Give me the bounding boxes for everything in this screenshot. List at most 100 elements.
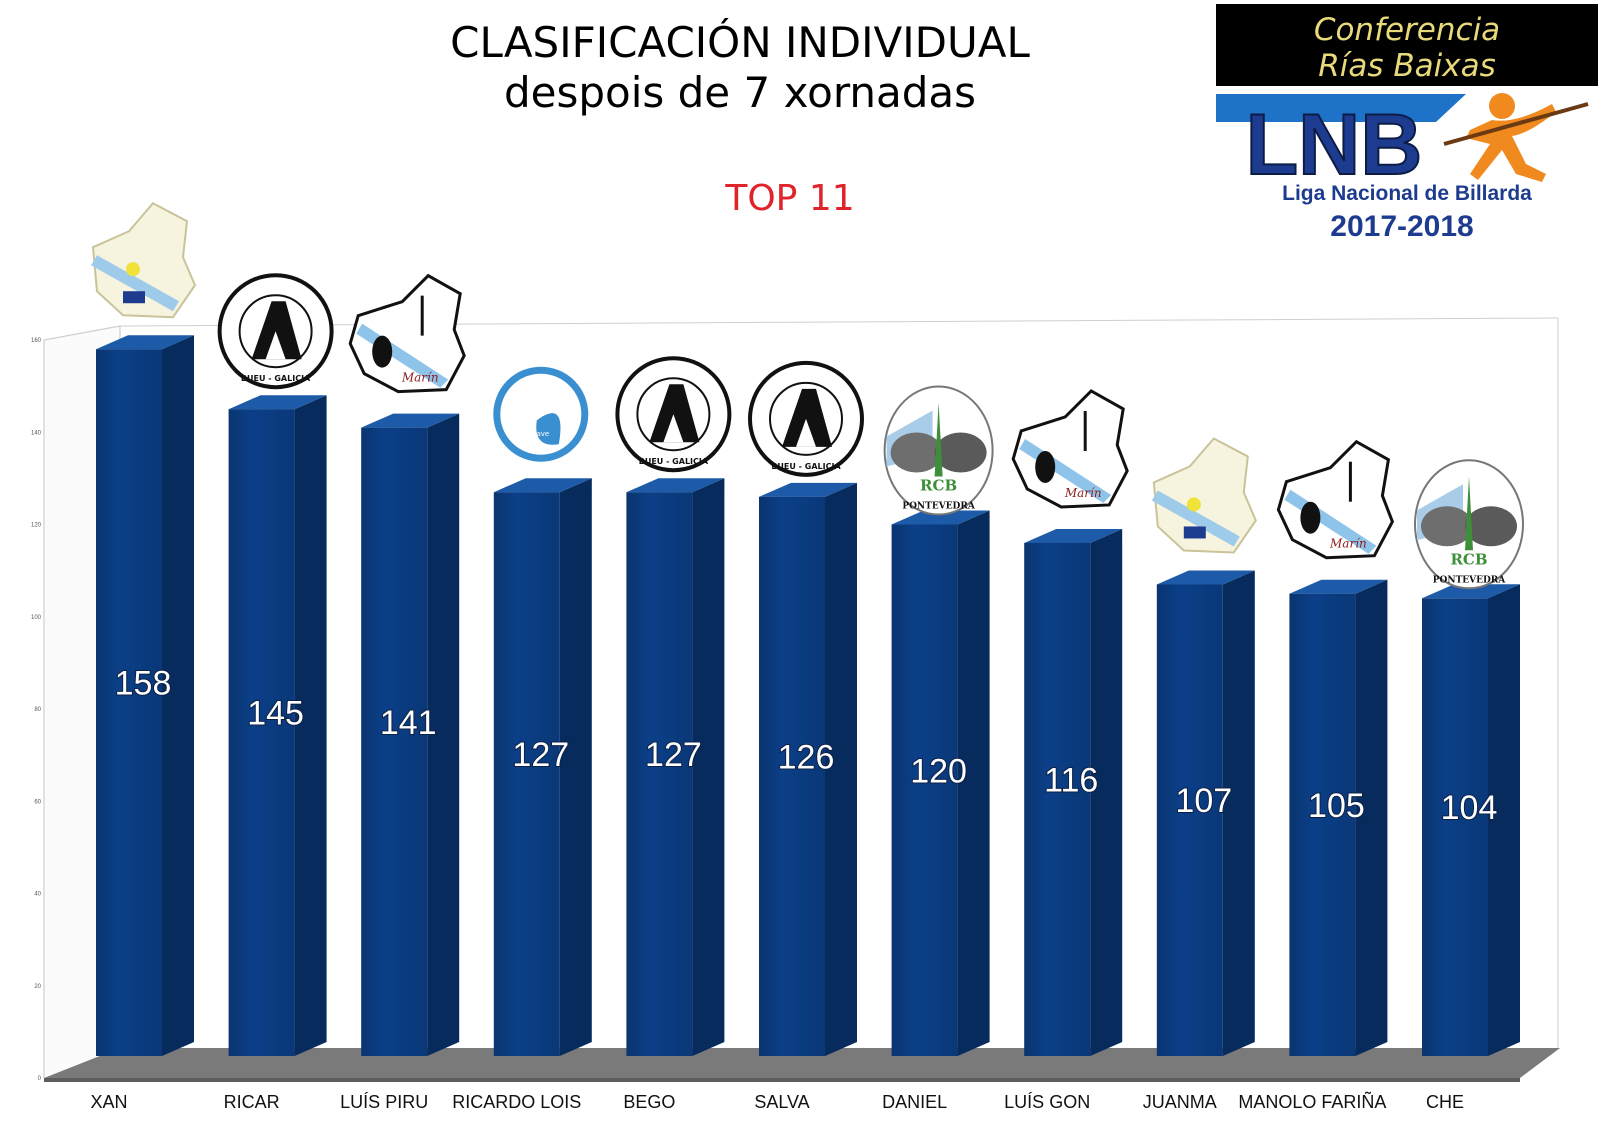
bar-1: 158: [96, 335, 194, 1057]
x-category-label: JUANMA: [1143, 1092, 1217, 1112]
y-tick-label: 80: [34, 707, 41, 713]
bar-top-face: [361, 413, 460, 428]
bar-top-face: [96, 335, 194, 350]
badge-caption: BUEU - GALICIA: [771, 462, 841, 471]
badge-emblem-cut: [663, 414, 684, 443]
badge-rcb-mark: RCB: [920, 477, 957, 495]
badge-moon: [1186, 497, 1201, 512]
badge-emblem: [536, 413, 561, 445]
back-wall-edge: [119, 317, 1559, 327]
badge-blue-band: [1151, 490, 1240, 547]
bar-front-face: [96, 349, 162, 1057]
bar-value-label: 105: [1308, 787, 1365, 825]
bar-3: 141: [361, 413, 460, 1056]
bar-value-label: 116: [1044, 761, 1098, 799]
bar-top-face: [1422, 584, 1520, 599]
team-badge-icon: Marín: [348, 273, 466, 394]
badge-rcb-mark: RCB: [1450, 550, 1487, 568]
bar-front-face: [1422, 598, 1488, 1056]
bar-side-face: [825, 482, 857, 1056]
title-line-2: despois de 7 xornadas: [504, 68, 976, 117]
y-tick-label: 140: [31, 430, 42, 436]
badge-plant: [934, 402, 943, 477]
bar-9: 107: [1156, 570, 1255, 1056]
bar-10: 105: [1289, 579, 1388, 1056]
bar-top-face: [1024, 528, 1123, 543]
bar-top-face: [1156, 570, 1255, 585]
bar-front-face: [759, 496, 825, 1056]
badge-figure: [1035, 450, 1056, 483]
x-category-label: RICAR: [224, 1092, 280, 1112]
badge-emblem: [251, 301, 302, 360]
team-badge-icon: BUEU - GALICIA: [615, 356, 732, 473]
team-badge-icon: [1151, 437, 1257, 554]
bar-top-face: [891, 510, 990, 525]
badge-plant: [1465, 476, 1473, 551]
badge-lnb-mark: [1183, 526, 1206, 539]
y-tick-label: 60: [34, 799, 41, 805]
bar-side-face: [559, 478, 592, 1056]
title-line-1: CLASIFICACIÓN INDIVIDUAL: [450, 18, 1030, 67]
bar-side-face: [1222, 570, 1255, 1056]
badge-rhino-right: [934, 432, 987, 473]
badge-caption: Marín: [1329, 537, 1367, 551]
bar-front-face: [228, 409, 295, 1056]
x-category-label: BEGO: [623, 1092, 675, 1112]
chart-bars: 158 145 141 127 127 126 120 116 107 105 104: [96, 335, 1520, 1057]
bar-front-face: [626, 492, 693, 1056]
badge-emblem-cut: [265, 331, 286, 360]
badge-rhino-right: [1465, 506, 1517, 547]
bar-top-face: [493, 478, 592, 493]
badge-caption: Marín: [1064, 486, 1102, 500]
logo-conferencia-text: Conferencia: [1314, 12, 1500, 48]
badge-galicia-map: [91, 201, 197, 319]
bar-front-face: [891, 524, 958, 1056]
chart-title: CLASIFICACIÓN INDIVIDUAL despois de 7 xo…: [330, 18, 1150, 118]
bar-value-label: 141: [380, 704, 437, 742]
bar-2: 145: [228, 395, 327, 1056]
bar-front-face: [1289, 593, 1356, 1056]
chart-category-labels: XAN RICAR LUÍS PIRU RICARDO LOIS BEGO SALVA DA…: [90, 1091, 1464, 1112]
x-category-label: LUÍS PIRU: [340, 1092, 428, 1112]
bar-value-label: 158: [115, 665, 172, 703]
logo-rias-baixas-text: Rías Baixas: [1318, 48, 1496, 84]
bar-value-label: 120: [910, 752, 967, 790]
bar-6: 126: [759, 482, 857, 1056]
bar-value-label: 127: [645, 736, 702, 774]
badge-emblem: [649, 384, 700, 443]
bar-side-face: [1090, 528, 1123, 1056]
x-category-label: XAN: [90, 1092, 127, 1112]
bar-side-face: [1355, 579, 1388, 1056]
team-badge-icon: [91, 201, 197, 319]
bar-top-face: [626, 478, 725, 493]
badge-blue-band: [91, 255, 179, 312]
team-badge-icon: Marín: [1276, 439, 1395, 560]
bar-top-face: [1289, 579, 1388, 594]
logo-black-banner: [1216, 4, 1598, 86]
badge-caption: O Grave: [520, 430, 549, 438]
x-category-label: RICARDO LOIS: [452, 1092, 581, 1112]
x-category-label: LUÍS GON: [1004, 1092, 1090, 1112]
y-tick-label: 160: [31, 338, 42, 344]
team-badges: BUEU - GALICIA Marín O Grave BUEU - GALICIA…: [91, 201, 1524, 590]
logo-league-text: Liga Nacional de Billarda: [1282, 182, 1532, 205]
bar-5: 127: [626, 478, 725, 1056]
team-badge-icon: BUEU - GALICIA: [748, 360, 864, 477]
logo-lnb-text: LNB: [1246, 97, 1423, 193]
badge-caption: BUEU - GALICIA: [241, 374, 311, 383]
badge-caption: PONTEVEDRA: [1433, 575, 1507, 585]
badge-ring: [493, 366, 589, 462]
bar-front-face: [1024, 542, 1091, 1056]
team-badge-icon: O Grave: [493, 366, 589, 462]
x-category-label: MANOLO FARIÑA: [1238, 1091, 1386, 1112]
y-tick-label: 100: [31, 615, 42, 621]
badge-emblem-cut: [796, 418, 816, 447]
team-badge-icon: BUEU - GALICIA: [217, 273, 334, 390]
badge-galicia-map: [1152, 437, 1257, 554]
logo-blue-stripe: [1216, 94, 1466, 122]
badge-rhino-left: [890, 432, 943, 473]
badge-caption: PONTEVEDRA: [902, 502, 976, 512]
bar-value-label: 107: [1175, 782, 1232, 820]
bar-side-face: [427, 413, 460, 1056]
